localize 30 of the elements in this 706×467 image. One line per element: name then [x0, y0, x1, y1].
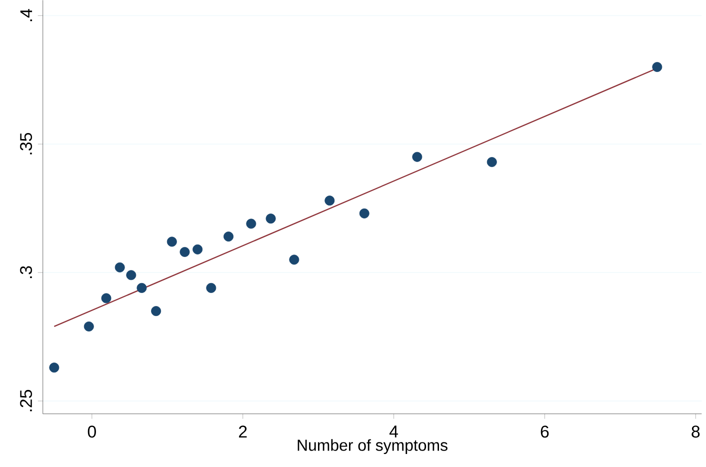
- point: [84, 322, 94, 332]
- point: [49, 362, 60, 373]
- x-tick-label: 4: [389, 426, 398, 438]
- point: [324, 196, 335, 206]
- point: [101, 293, 112, 304]
- point: [166, 236, 177, 247]
- point: [246, 218, 256, 229]
- y-tick-label: .25: [20, 390, 32, 412]
- point: [486, 157, 497, 168]
- y-tick-label: .4: [20, 9, 32, 22]
- x-tick-label: 8: [692, 426, 700, 438]
- point: [289, 254, 300, 265]
- point: [126, 270, 136, 280]
- point: [114, 262, 125, 273]
- y-tick-label: .3: [20, 266, 32, 278]
- x-tick-label: 2: [238, 426, 247, 438]
- point: [136, 283, 147, 294]
- point: [652, 62, 662, 72]
- point: [359, 208, 370, 219]
- point: [192, 244, 203, 255]
- point: [266, 214, 276, 224]
- y-tick-label: .35: [20, 133, 32, 154]
- point: [206, 283, 216, 294]
- point: [151, 306, 162, 316]
- x-tick-label: 6: [540, 426, 549, 438]
- point: [224, 232, 234, 242]
- point: [180, 247, 190, 258]
- x-axis-title: Number of symptoms: [298, 439, 448, 454]
- point: [412, 152, 422, 162]
- x-tick-label: 0: [88, 426, 96, 438]
